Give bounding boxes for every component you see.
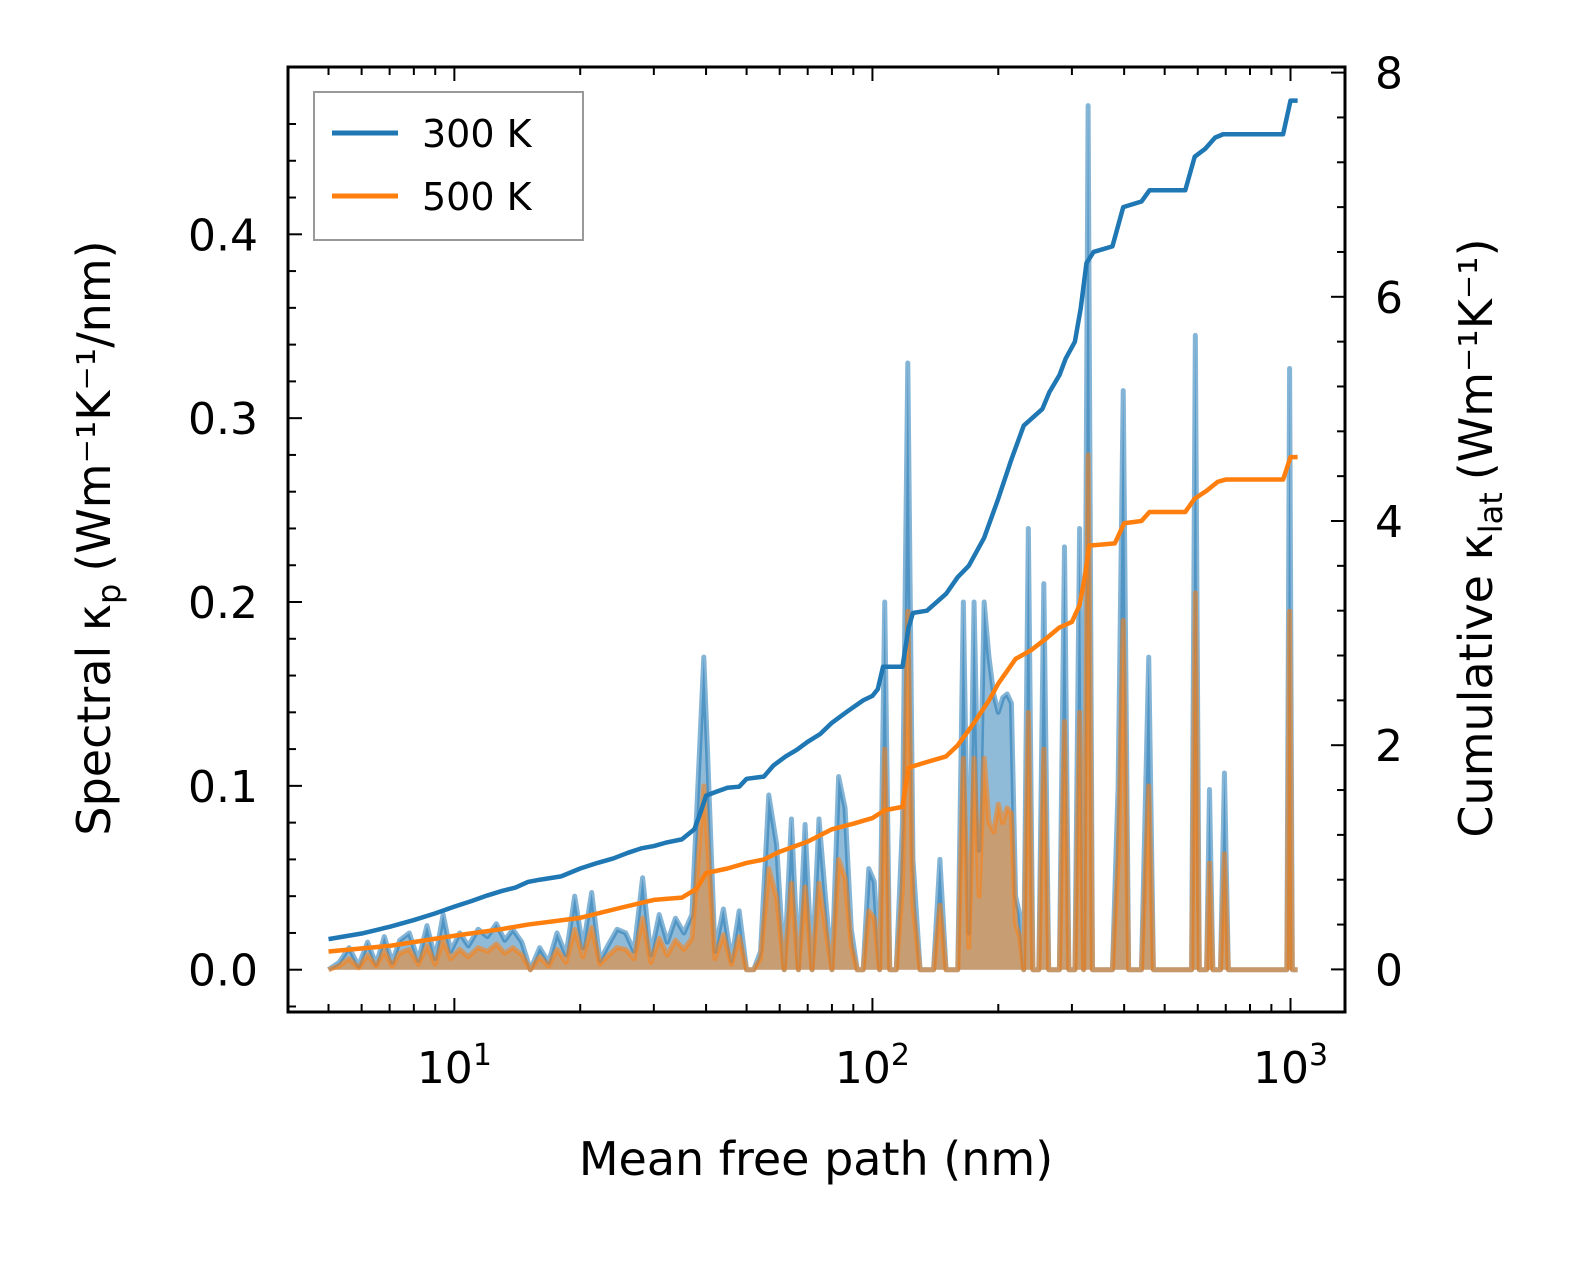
x-tick-label-exponent: 3 [1309, 1038, 1328, 1073]
right-y-tick-label: 2 [1375, 721, 1403, 772]
right-axis-title-unit: (Wm⁻¹K⁻¹) [1449, 238, 1503, 480]
cumulative-line-1 [328, 454, 1298, 954]
x-tick-label-exponent: 1 [473, 1038, 492, 1073]
right-axis-title-subscript: lat [1472, 492, 1510, 533]
right-axis-title-prefix: Cumulative κ [1449, 533, 1503, 837]
cumulative-lines [328, 98, 1298, 954]
left-axis-title-subscript: p [90, 584, 128, 604]
x-tick-label: 101 [417, 1038, 492, 1094]
left-y-tick-label: 0.2 [188, 578, 258, 629]
left-y-tick-label: 0.1 [188, 762, 258, 813]
right-y-tick-label: 4 [1375, 497, 1403, 548]
right-y-tick-label: 6 [1375, 273, 1403, 324]
legend-label-500k: 500 K [422, 175, 533, 219]
legend: 300 K 500 K [313, 91, 584, 241]
right-axis-title: Cumulative κlat (Wm⁻¹K⁻¹) [1449, 238, 1510, 837]
legend-frame [313, 91, 584, 241]
legend-label-300k: 300 K [422, 112, 533, 156]
x-tick-label-exponent: 2 [891, 1038, 910, 1073]
plot-frame [286, 65, 1347, 1014]
left-y-tick-label: 0.0 [188, 946, 258, 997]
x-axis-title: Mean free path (nm) [579, 1132, 1053, 1186]
axes [286, 65, 1347, 1014]
left-y-tick-label: 0.3 [188, 394, 258, 445]
left-y-tick-label: 0.4 [188, 210, 258, 261]
left-axis-title-unit: (Wm⁻¹K⁻¹/nm) [67, 240, 121, 571]
left-axis-title-prefix: Spectral κ [67, 604, 121, 836]
x-tick-label-base: 10 [417, 1043, 473, 1094]
x-tick-label: 103 [1253, 1038, 1328, 1094]
left-axis-title: Spectral κp (Wm⁻¹K⁻¹/nm) [67, 240, 128, 835]
x-tick-label: 102 [835, 1038, 910, 1094]
spectral-fills [327, 103, 1298, 973]
x-tick-label-base: 10 [1253, 1043, 1309, 1094]
cumulative-line-0 [328, 98, 1298, 942]
spectral-outline-1 [327, 452, 1298, 973]
x-tick-label-base: 10 [835, 1043, 891, 1094]
right-y-tick-label: 8 [1375, 49, 1403, 100]
right-y-tick-label: 0 [1375, 945, 1403, 996]
